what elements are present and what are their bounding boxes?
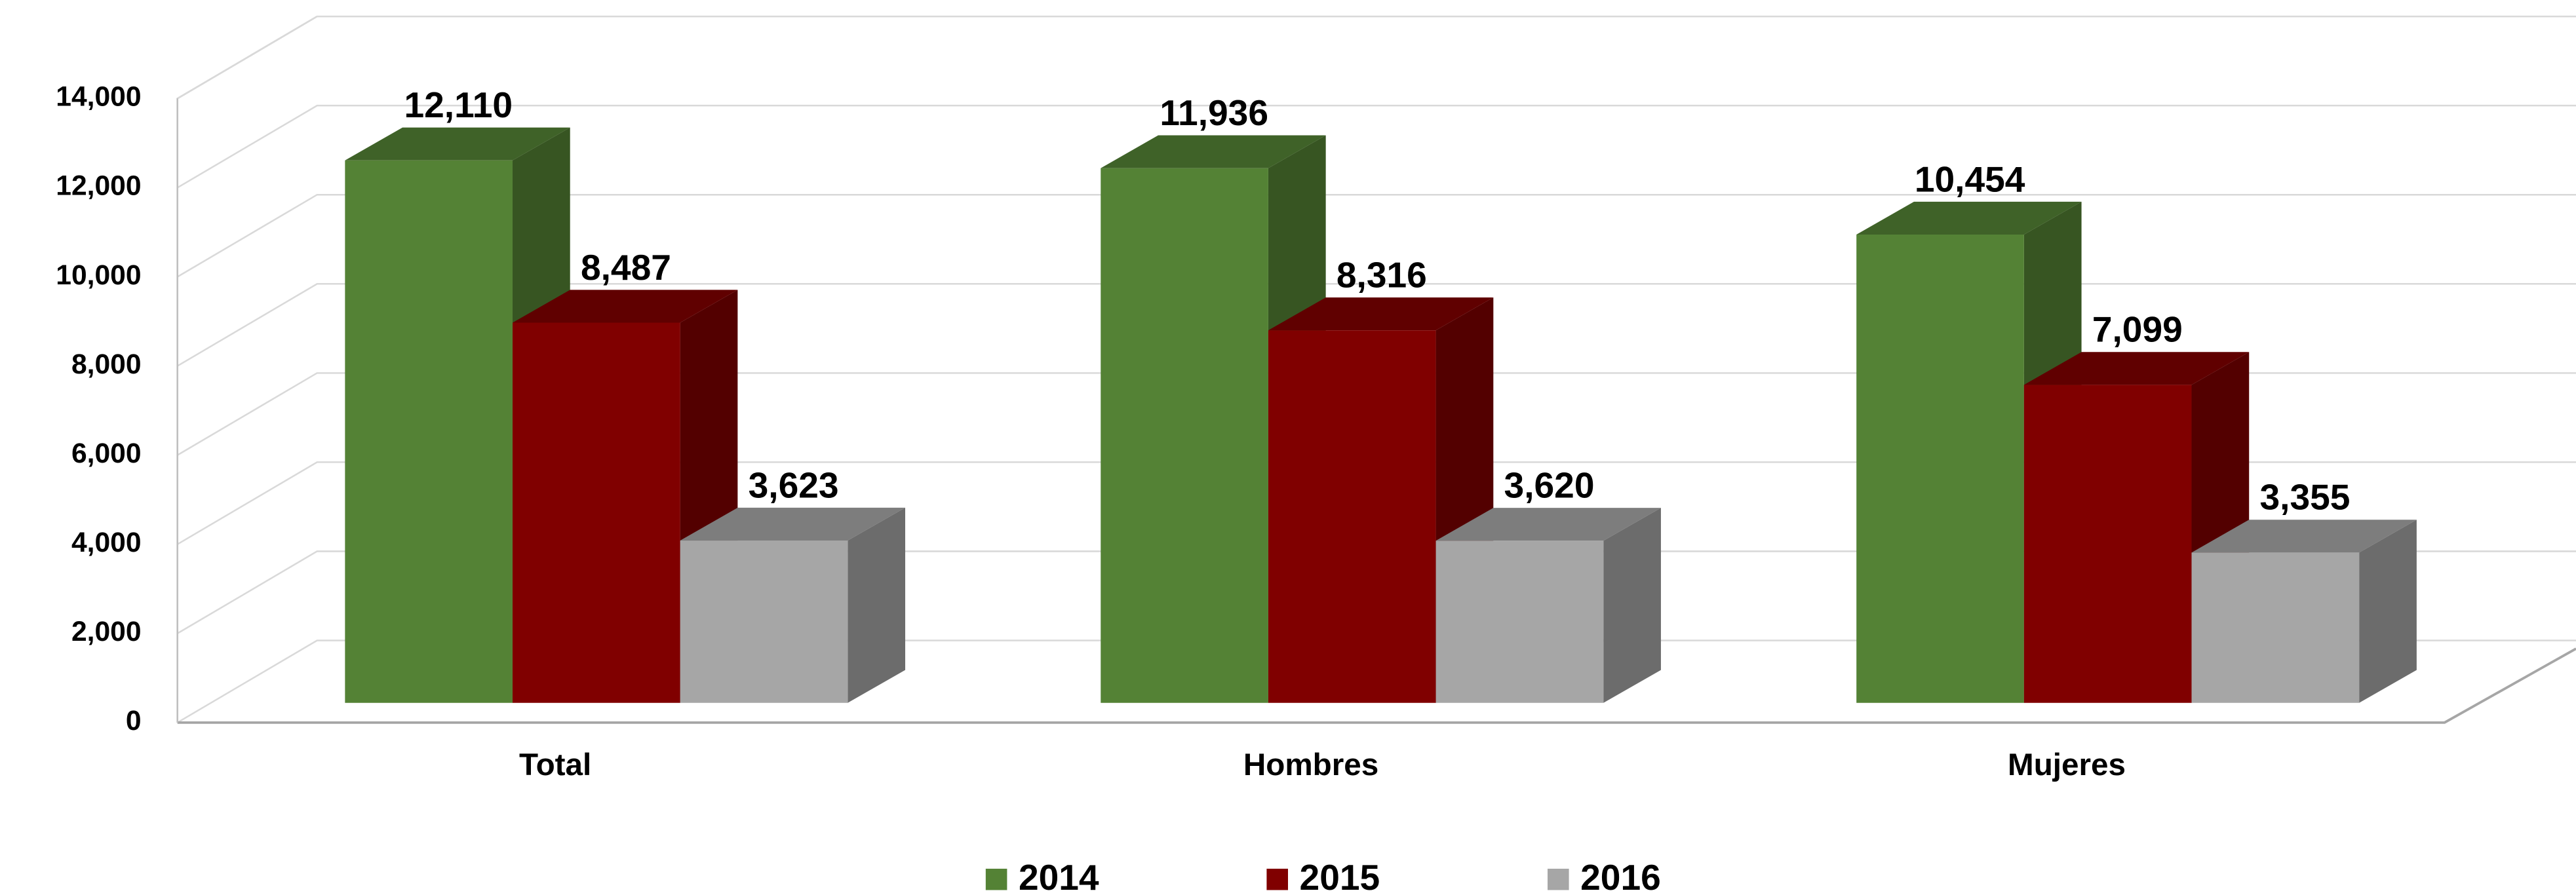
- y-tick-label: 2,000: [71, 616, 142, 647]
- bar: [345, 160, 513, 703]
- bar: [1268, 330, 1436, 703]
- y-tick-label: 4,000: [71, 527, 142, 558]
- bar-top: [1101, 135, 1326, 168]
- grid-line: [177, 372, 2576, 456]
- bar: [512, 322, 680, 703]
- grid-line: [177, 639, 2576, 723]
- bar-top: [345, 127, 570, 161]
- value-label: 8,316: [1337, 255, 1427, 295]
- legend-label: 2014: [1019, 857, 1099, 895]
- bar: [680, 541, 848, 703]
- y-tick-label: 0: [126, 705, 142, 736]
- y-tick-label: 10,000: [56, 259, 141, 291]
- y-tick-label: 6,000: [71, 438, 142, 469]
- legend-swatch: [985, 868, 1007, 890]
- legend-swatch: [1548, 868, 1569, 890]
- bar-top: [1435, 508, 1661, 541]
- value-label: 7,099: [2092, 309, 2183, 350]
- grid-line: [177, 283, 2576, 367]
- value-label: 12,110: [404, 85, 513, 125]
- y-tick-label: 14,000: [56, 81, 141, 113]
- grid-line: [177, 15, 2576, 100]
- x-tick-label: Hombres: [1243, 748, 1378, 782]
- value-label: 10,454: [1915, 159, 2025, 199]
- bar: [1435, 541, 1604, 703]
- grid-line: [177, 193, 2576, 278]
- value-label: 11,936: [1160, 92, 1268, 133]
- bar: [1856, 234, 2024, 703]
- y-tick-label: 8,000: [71, 349, 142, 380]
- bar: [1101, 168, 1268, 703]
- bar-top: [1856, 201, 2082, 235]
- y-tick-label: 12,000: [56, 170, 141, 202]
- bar-side: [848, 507, 906, 703]
- bar-top: [512, 290, 738, 323]
- bar: [2191, 552, 2360, 703]
- legend-label: 2015: [1300, 857, 1380, 895]
- back-wall-edge: [176, 15, 318, 723]
- value-label: 8,487: [581, 247, 671, 288]
- bar-side: [1603, 508, 1661, 703]
- legend-label: 2016: [1580, 857, 1661, 895]
- bar-top: [2191, 520, 2417, 553]
- bar: [2023, 385, 2192, 703]
- value-label: 3,355: [2259, 477, 2350, 518]
- x-tick-label: Mujeres: [2008, 748, 2126, 782]
- grid-line: [177, 550, 2576, 634]
- grid-line: [177, 461, 2576, 545]
- legend-swatch: [1266, 868, 1288, 890]
- bar-top: [2023, 352, 2250, 385]
- bar-side: [2359, 520, 2417, 703]
- grid-line: [177, 104, 2576, 189]
- value-label: 3,620: [1504, 465, 1595, 506]
- x-tick-label: Total: [519, 748, 591, 782]
- bar-top: [680, 507, 906, 541]
- floor-edge: [177, 647, 2576, 724]
- bar-top: [1268, 297, 1494, 331]
- value-label: 3,623: [749, 465, 839, 505]
